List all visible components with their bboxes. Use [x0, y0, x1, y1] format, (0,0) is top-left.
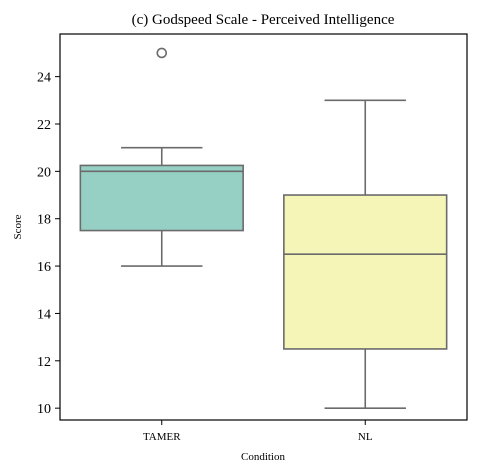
box-nl	[283, 194, 448, 350]
y-tick-label-16: 16	[37, 260, 51, 275]
y-tick-label-24: 24	[37, 71, 51, 86]
y-tick-label-12: 12	[37, 355, 51, 370]
y-tick-label-20: 20	[37, 165, 51, 180]
y-tick-label-22: 22	[37, 118, 51, 133]
y-tick-label-18: 18	[37, 213, 51, 228]
y-tick-label-14: 14	[37, 307, 51, 322]
y-tick-label-10: 10	[37, 402, 51, 417]
plot-marks	[79, 47, 448, 409]
x-axis-label: Condition	[241, 451, 286, 463]
y-axis: 10 12 14 16 18 20 22 24	[37, 71, 60, 417]
x-tick-label-nl: NL	[358, 431, 373, 443]
chart-title: (c) Godspeed Scale - Perceived Intellige…	[132, 12, 395, 28]
y-axis-label: Score	[12, 214, 24, 239]
x-axis: TAMER NL	[143, 420, 373, 443]
x-tick-label-tamer: TAMER	[143, 431, 181, 443]
outlier-tamer	[156, 47, 168, 59]
box-tamer	[79, 164, 244, 232]
plot-frame	[59, 33, 468, 421]
